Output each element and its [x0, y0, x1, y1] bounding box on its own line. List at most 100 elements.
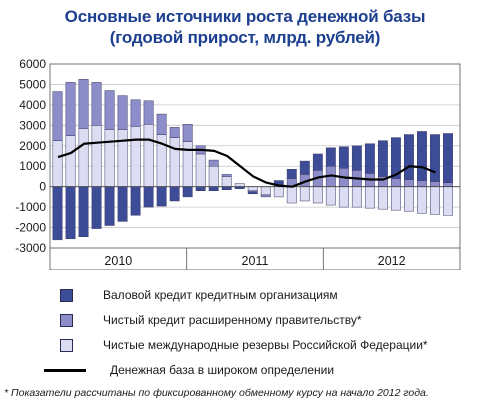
bar-s0-p17: [273, 186, 284, 198]
bar-s0-p1: [65, 135, 76, 187]
bar-s0-p14: [234, 183, 245, 187]
bar-s0-p11: [195, 153, 206, 187]
bar-s2-p6: [130, 186, 141, 216]
bar-s1-p28: [417, 180, 427, 187]
bar-s2-p19: [299, 160, 310, 175]
bar-s2-p23: [351, 145, 362, 171]
bar-s1-p13: [221, 174, 232, 177]
bar-s0-p18: [286, 186, 297, 204]
bar-s2-p15: [247, 191, 258, 195]
y-tick-label-3: 3000: [19, 118, 46, 132]
bar-s0-p24: [364, 186, 375, 209]
bar-s0-p21: [325, 186, 336, 206]
bar-s1-p0: [52, 91, 63, 141]
bar-s1-p30: [443, 182, 453, 187]
bar-s2-p3: [91, 186, 102, 229]
bar-s0-p10: [182, 141, 193, 187]
legend-item-gross-credit: Валовой кредит кредитным организациям: [60, 286, 338, 304]
legend-swatch-gross-credit: [60, 288, 73, 302]
bar-s2-p30: [443, 133, 453, 183]
bar-s2-p22: [338, 146, 349, 169]
bar-s0-p3: [91, 125, 102, 187]
bar-s1-p29: [430, 181, 440, 187]
bar-s2-p21: [325, 147, 336, 167]
chart-title-line-1: Основные источники роста денежной базы: [64, 7, 426, 26]
legend-item-monetary-base: Денежная база в широком определении: [44, 361, 334, 379]
y-tick-label-4: 2000: [19, 139, 46, 153]
y-tick-label-2: 4000: [19, 98, 46, 112]
bar-s2-p26: [390, 137, 401, 179]
x-group-label-2012: 2012: [378, 254, 406, 268]
bar-s2-p13: [221, 186, 232, 190]
bar-s2-p25: [377, 140, 388, 177]
bar-s1-p6: [130, 99, 141, 127]
bar-s1-p2: [78, 79, 89, 129]
footnote: * Показатели рассчитаны по фиксированном…: [4, 387, 429, 399]
bar-s2-p9: [169, 186, 180, 202]
bar-s1-p10: [182, 124, 193, 142]
bar-s2-p18: [286, 169, 297, 179]
bar-s0-p7: [143, 124, 154, 187]
bar-s0-p0: [52, 140, 63, 187]
plot-frame: [49, 63, 461, 249]
bar-s1-p5: [117, 95, 128, 130]
bar-s0-p28: [417, 186, 427, 214]
x-group-label-2010: 2010: [104, 254, 132, 268]
bar-s2-p2: [78, 186, 89, 238]
bar-s0-p12: [208, 165, 219, 187]
bar-s2-p29: [430, 134, 440, 182]
bar-s0-p2: [78, 128, 89, 187]
bar-s2-p10: [182, 186, 193, 198]
bar-s2-p24: [364, 143, 375, 174]
bar-s2-p7: [143, 186, 154, 208]
legend-swatch-monetary-base: [44, 368, 86, 372]
y-tick-label-5: 1000: [19, 159, 46, 173]
bar-s0-p30: [443, 186, 453, 216]
legend-label-gross-credit: Валовой кредит кредитным организациям: [103, 288, 338, 302]
bar-s1-p27: [404, 179, 414, 187]
bar-s2-p12: [208, 186, 219, 192]
chart-title: Основные источники роста денежной базы (…: [0, 6, 490, 48]
bar-s0-p6: [130, 126, 141, 187]
legend-label-government-credit: Чистый кредит расширенному правительству…: [103, 313, 362, 327]
bar-s0-p19: [299, 186, 310, 202]
bar-s2-p0: [52, 186, 63, 241]
y-tick-label-6: 0: [39, 180, 46, 194]
bar-s1-p8: [156, 113, 167, 135]
y-tick-label-9: -3000: [15, 241, 46, 255]
y-tick-label-1: 5000: [19, 77, 46, 91]
bar-s0-p9: [169, 137, 180, 187]
y-tick-label-7: -1000: [15, 200, 46, 214]
x-group-label-2011: 2011: [242, 254, 269, 268]
bar-s1-p16: [260, 194, 271, 198]
legend-swatch-reserves: [60, 338, 73, 352]
bar-s2-p1: [65, 186, 76, 240]
legend-label-reserves: Чистые международные резервы Российской …: [103, 338, 428, 352]
bar-s0-p16: [260, 186, 271, 196]
bar-s0-p13: [221, 176, 232, 187]
bar-s2-p4: [104, 186, 115, 226]
bar-s1-p1: [65, 82, 76, 136]
bar-s2-p5: [117, 186, 128, 222]
chart-plot: 6000 5000 4000 3000 2000 1000 0 -1000 -2000 -3000…: [15, 57, 461, 270]
bar-s2-p11: [195, 186, 206, 192]
bar-s0-p23: [351, 186, 362, 208]
bar-s1-p3: [91, 82, 102, 126]
bar-s0-p26: [390, 186, 401, 211]
legend-label-monetary-base: Денежная база в широком определении: [110, 363, 335, 377]
legend-item-government-credit: Чистый кредит расширенному правительству…: [60, 311, 362, 329]
legend-item-reserves: Чистые международные резервы Российской …: [60, 336, 428, 354]
y-tick-label-8: -2000: [15, 221, 46, 235]
y-tick-label-0: 6000: [19, 57, 46, 71]
bar-s2-p20: [312, 153, 323, 171]
bar-s0-p25: [377, 186, 388, 210]
bar-s1-p26: [390, 178, 401, 187]
series-line-monetary-base: [57, 138, 436, 188]
bar-s1-p12: [208, 159, 219, 167]
bar-s2-p28: [417, 131, 427, 181]
bar-s2-p27: [404, 134, 414, 180]
bar-s2-p8: [156, 186, 167, 207]
bar-s0-p20: [312, 186, 323, 204]
bar-s0-p27: [404, 186, 414, 212]
legend-swatch-government-credit: [60, 313, 73, 327]
